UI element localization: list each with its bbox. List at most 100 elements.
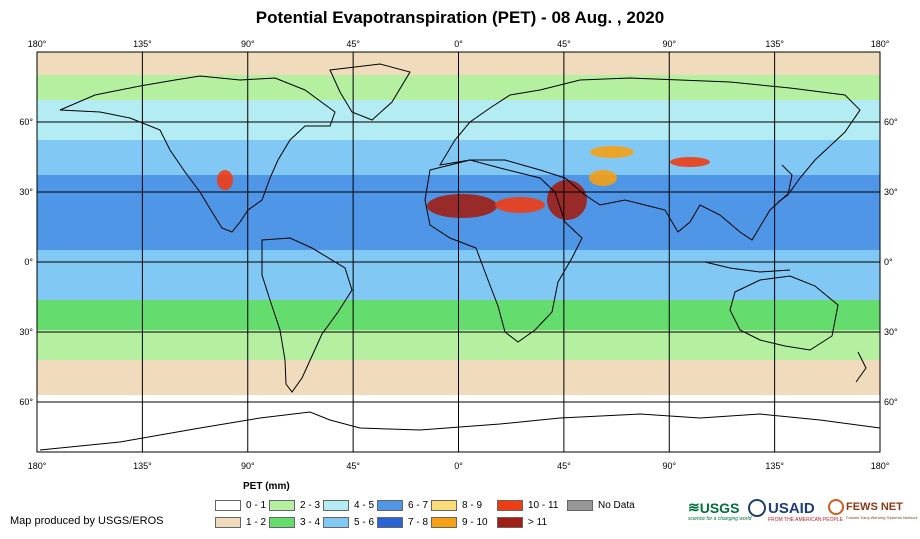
- usgs-logo-text: USGS: [699, 499, 740, 516]
- lon-tick-label-bottom: 45°: [557, 461, 571, 471]
- lat-tick-label-right: 60°: [884, 117, 898, 127]
- legend-item: 0 - 1: [215, 499, 266, 512]
- legend-item: 9 - 10: [431, 516, 488, 529]
- pet-hotspot: [217, 170, 233, 190]
- usgs-logo: ≋ USGS science for a changing world: [688, 499, 751, 522]
- lat-tick-label-right: 60°: [884, 397, 898, 407]
- continent-outlines: [39, 63, 881, 451]
- lon-tick-label-bottom: 90°: [662, 461, 676, 471]
- legend-label: 5 - 6: [354, 517, 375, 528]
- lon-tick-label-bottom: 135°: [133, 461, 152, 471]
- legend-label: > 11: [528, 517, 547, 528]
- legend-label: 9 - 10: [462, 517, 488, 528]
- legend-label: 7 - 8: [408, 517, 429, 528]
- pet-hotspot: [427, 194, 497, 218]
- lon-tick-label-bottom: 180°: [871, 461, 890, 471]
- legend-label: 6 - 7: [408, 500, 429, 511]
- lon-tick-label-top: 0°: [454, 39, 463, 49]
- legend-item: 10 - 11: [497, 499, 558, 512]
- usgs-tagline: science for a changing world: [688, 516, 752, 522]
- lon-tick-label-top: 135°: [765, 39, 784, 49]
- usaid-logo-text: USAID: [768, 499, 815, 517]
- credit-text: Map produced by USGS/EROS: [10, 515, 164, 527]
- lat-tick-label-right: 30°: [884, 327, 898, 337]
- fewsnet-tagline: Famine Early Warning Systems Network: [846, 515, 918, 520]
- lon-tick-label-top: 180°: [871, 39, 890, 49]
- legend-label: 3 - 4: [300, 517, 321, 528]
- legend-item: 5 - 6: [323, 516, 374, 529]
- lat-tick-label-right: 0°: [884, 257, 893, 267]
- map-title: Potential Evapotranspiration (PET) - 08 …: [255, 8, 665, 27]
- usaid-logo: USAID FROM THE AMERICAN PEOPLE: [748, 499, 843, 523]
- legend-label: 8 - 9: [462, 500, 483, 511]
- pet-hotspot: [590, 146, 634, 158]
- lon-tick-label-bottom: 135°: [765, 461, 784, 471]
- africa-outline: [424, 159, 583, 343]
- lat-tick-label-left: 60°: [19, 117, 33, 127]
- legend-item: 7 - 8: [377, 516, 428, 529]
- lon-tick-label-top: 45°: [346, 39, 360, 49]
- pet-hotspot: [589, 170, 617, 186]
- legend-item: No Data: [567, 499, 635, 512]
- australia-outline: [729, 275, 839, 351]
- legend-item: 4 - 5: [323, 499, 374, 512]
- legend-swatch: [323, 517, 349, 528]
- pet-hotspot: [670, 157, 710, 167]
- legend-swatch: [269, 517, 295, 528]
- legend-label: 10 - 11: [528, 500, 559, 511]
- lon-tick-label-top: 90°: [662, 39, 676, 49]
- legend-item: 8 - 9: [431, 499, 482, 512]
- lat-tick-label-left: 30°: [19, 327, 33, 337]
- usgs-wave-icon: ≋: [688, 499, 700, 515]
- lon-tick-label-bottom: 0°: [454, 461, 463, 471]
- legend-label: 2 - 3: [300, 500, 321, 511]
- north-america-outline: [59, 75, 336, 233]
- legend-swatch: [431, 517, 457, 528]
- fewsnet-globe-icon: [828, 499, 844, 515]
- legend-swatch: [269, 500, 295, 511]
- legend-label: 4 - 5: [354, 500, 375, 511]
- greenland-outline: [329, 63, 411, 121]
- lat-tick-label-left: 30°: [19, 187, 33, 197]
- lon-tick-label-bottom: 180°: [28, 461, 47, 471]
- legend-swatch: [377, 500, 403, 511]
- lon-tick-label-top: 180°: [28, 39, 47, 49]
- lon-tick-label-bottom: 90°: [241, 461, 255, 471]
- lon-tick-label-top: 45°: [557, 39, 571, 49]
- lat-tick-label-right: 30°: [884, 187, 898, 197]
- new-zealand-outline: [855, 351, 867, 383]
- lat-tick-label-left: 0°: [24, 257, 33, 267]
- legend-label: 1 - 2: [246, 517, 267, 528]
- legend-swatch: [215, 517, 241, 528]
- lon-tick-label-top: 90°: [241, 39, 255, 49]
- lon-tick-label-top: 135°: [133, 39, 152, 49]
- lon-tick-label-bottom: 45°: [346, 461, 360, 471]
- legend-item: 6 - 7: [377, 499, 428, 512]
- legend-swatch: [377, 517, 403, 528]
- pet-hotspot: [547, 180, 587, 220]
- legend-label: No Data: [598, 500, 635, 511]
- fewsnet-logo: FEWS NET Famine Early Warning Systems Ne…: [828, 499, 918, 520]
- legend-swatch: [431, 500, 457, 511]
- antarctica-outline: [39, 411, 881, 451]
- fewsnet-logo-text: FEWS NET: [846, 501, 903, 513]
- usaid-tagline: FROM THE AMERICAN PEOPLE: [768, 517, 843, 523]
- japan-outline: [777, 164, 793, 203]
- pet-hotspot: [495, 197, 545, 213]
- legend-swatch: [497, 517, 523, 528]
- legend-item: 3 - 4: [269, 516, 320, 529]
- south-america-outline: [261, 237, 353, 393]
- axis-labels: 180° 180° 135° 135° 90° 90° 45° 45° 0° 0° 45° 45° 90…: [19, 39, 898, 471]
- legend-item: 1 - 2: [215, 516, 266, 529]
- usaid-seal-icon: [748, 499, 766, 517]
- legend-item: > 11: [497, 516, 547, 529]
- legend-item: 2 - 3: [269, 499, 320, 512]
- legend-swatch: [497, 500, 523, 511]
- legend-title: PET (mm): [243, 481, 290, 492]
- map-frame: [36, 51, 881, 453]
- legend-label: 0 - 1: [246, 500, 267, 511]
- legend-swatch: [323, 500, 349, 511]
- lat-tick-label-left: 60°: [19, 397, 33, 407]
- legend-swatch: [567, 500, 593, 511]
